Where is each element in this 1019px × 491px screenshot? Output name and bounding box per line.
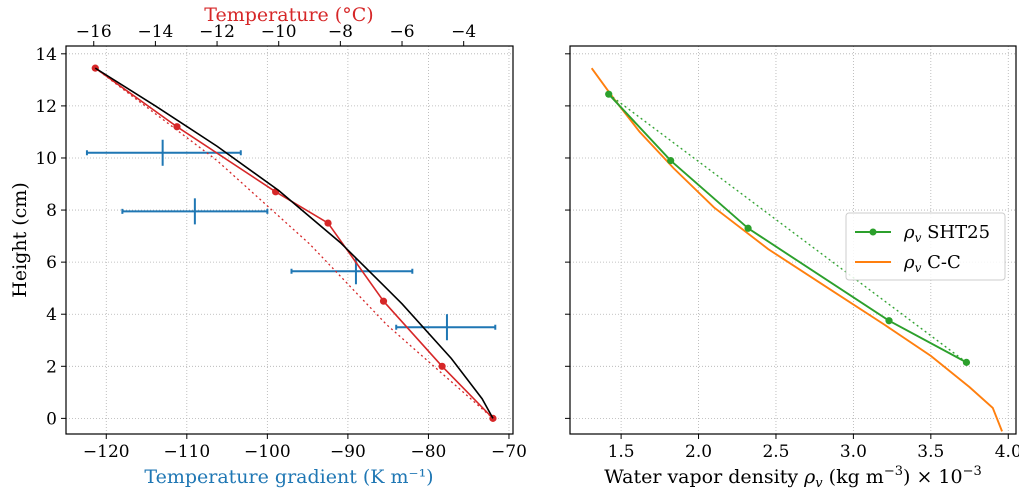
legend-box [845,212,1006,281]
right-xlabel: Water vapor density ρv (kg m−3) × 10−3 [604,464,982,491]
right-xtick-label: 3.0 [840,442,867,462]
left-ytick-label: 12 [35,97,57,117]
left-xlabel-top: Temperature (°C) [204,4,373,26]
right-xlabel-scale-exp: −3 [963,464,982,479]
right-xtick-label: 4.0 [995,442,1019,462]
legend: ρv SHT25 ρv C-C [845,212,1006,281]
left-ytick-label: 10 [35,149,57,169]
legend-label-cc: ρv C-C [903,252,961,275]
left-ytick-label: 0 [46,409,57,429]
right-grid [570,46,1016,434]
temperature-fit-curve [94,67,494,419]
right-xlabel-symbol: ρ [803,466,816,488]
density-sht25-point [744,224,752,232]
left-xtick-top-label: −16 [76,22,112,42]
legend-label-sht25: ρv SHT25 [903,222,990,245]
left-ytick-label: 6 [46,253,57,273]
left-ytick-label: 8 [46,201,57,221]
left-ytick-label: 4 [46,305,57,325]
density-sht25-point [962,358,971,366]
left-ticks: −120 −110 −100 −90 −80 −70 −16 −14 −12 −10 −8 −6 −4 0… [35,22,527,462]
left-xtick-top-label: −14 [137,22,173,42]
left-xtick-top-label: −6 [389,22,414,42]
left-xtick-bottom-label: −100 [244,442,291,462]
left-ytick-label: 14 [35,45,57,65]
left-ylabel: Height (cm) [9,182,31,297]
left-xtick-top-label: −8 [328,22,353,42]
left-xtick-bottom-label: −90 [330,442,366,462]
left-xtick-bottom-label: −120 [83,442,130,462]
density-cc-curve [590,67,1003,432]
temperature-point [173,123,181,131]
right-xtick-label: 1.5 [608,442,635,462]
right-marks [590,67,1003,432]
density-sht25-point [885,317,893,325]
density-sht25-point [605,90,613,98]
left-xlabel-bottom: Temperature gradient (K m⁻¹) [144,466,433,488]
temperature-point [324,219,332,227]
right-xlabel-exp: −3 [884,464,903,479]
left-marks [85,64,497,422]
left-grid [66,46,513,434]
left-xtick-top-label: −10 [261,22,297,42]
left-xtick-bottom-label: −70 [491,442,527,462]
temperature-linear-dotted-line [94,67,494,419]
legend-marker-sht25 [869,228,877,236]
right-xtick-label: 3.5 [917,442,944,462]
right-xlabel-close: ) × 10 [903,466,963,488]
left-xtick-bottom-label: −80 [410,442,446,462]
temperature-point [438,362,446,370]
left-ytick-label: 2 [46,357,57,377]
right-ticks: 1.5 2.0 2.5 3.0 3.5 4.0 [565,53,1019,462]
left-xtick-top-label: −4 [451,22,476,42]
right-xlabel-units: (kg m [823,466,884,488]
right-xlabel-prefix: Water vapor density [604,466,804,488]
left-xtick-top-label: −12 [199,22,235,42]
left-chart: −120 −110 −100 −90 −80 −70 −16 −14 −12 −10 −8 −6 −4 0… [9,4,527,488]
right-axes-frame [569,45,1017,435]
right-xtick-label: 2.5 [762,442,789,462]
temperature-point [379,297,388,305]
right-xtick-label: 2.0 [685,442,712,462]
right-xlabel-sub: v [815,476,823,491]
density-sht25-point [667,156,675,165]
left-axes-frame [65,45,514,435]
right-chart: 1.5 2.0 2.5 3.0 3.5 4.0 Water vapor density ρ… [565,45,1019,491]
left-xtick-bottom-label: −110 [163,442,210,462]
